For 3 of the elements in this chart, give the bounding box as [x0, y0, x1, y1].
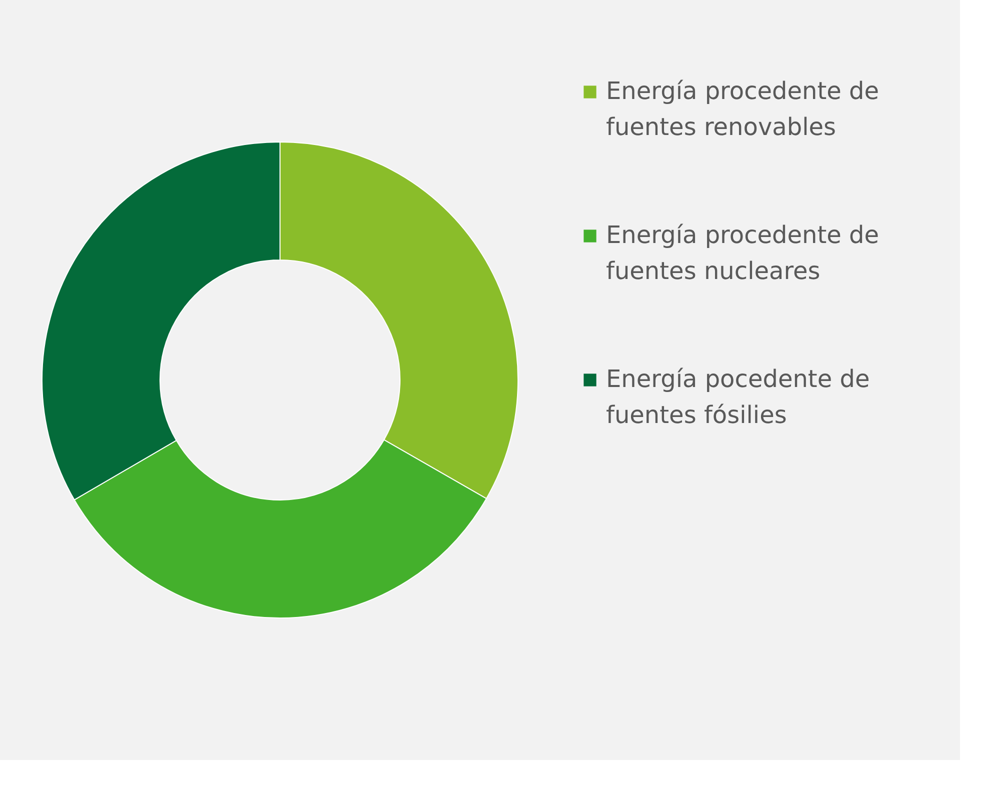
legend-label: Energía pocedente de fuentes fósilies — [606, 365, 870, 429]
legend-label: Energía procedente de fuentes renovables — [606, 77, 880, 141]
legend-label: Energía procedente de fuentes nucleares — [606, 221, 880, 285]
